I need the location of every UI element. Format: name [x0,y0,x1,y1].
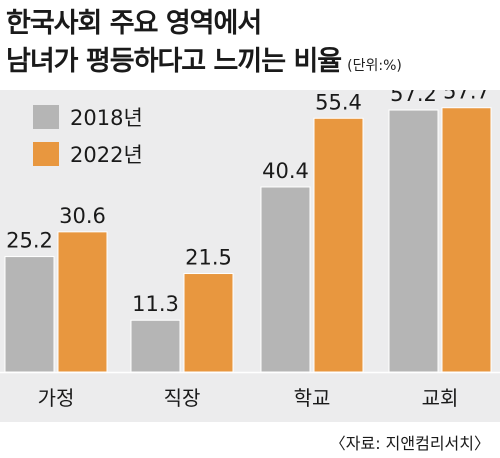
value-label-2022-2: 55.4 [315,90,362,114]
legend-swatch-2022 [33,142,59,166]
bar-2022-0 [57,231,108,373]
source-note: 〈자료: 지앤컴리서치〉 [329,434,490,453]
chart-title-line-2-text: 남녀가 평등하다고 느끼는 비율 [6,46,342,77]
bar-2018-1 [130,319,181,373]
legend-label-2018: 2018년 [70,106,143,130]
legend-label-2022: 2022년 [70,143,143,167]
bar-2018-0 [4,256,55,373]
chart-title-line-1: 한국사회 주요 영역에서 [6,8,262,39]
value-label-2018-2: 40.4 [262,159,309,183]
unit-label: (단위:%) [347,58,402,74]
bar-2018-3 [388,109,439,373]
value-label-2018-0: 25.2 [6,229,53,253]
category-label-2: 학교 [294,386,331,410]
value-label-2018-1: 11.3 [132,292,179,316]
category-label-1: 직장 [164,386,201,410]
bar-2022-3 [441,107,492,373]
bar-chart: 25.230.6 가정 11.321.5 직장 40.4 55.4 학교 57.2 57.7 교회… [0,90,500,410]
bar-2022-2 [313,117,364,373]
bar-2022-1 [183,273,234,373]
bar-2018-2 [260,186,311,373]
value-label-2022-0: 30.6 [59,204,106,228]
value-label-2022-3: 57.7 [443,90,490,104]
chart-title-line-2: 남녀가 평등하다고 느끼는 비율 (단위:%) [6,48,402,75]
legend-swatch-2018 [33,105,59,129]
value-label-2018-3: 57.2 [390,90,437,106]
category-label-3: 교회 [422,386,459,410]
category-label-0: 가정 [38,386,75,410]
chart-panel: 25.2 30.6 가정 11.3 21.5 직장 40.4 55.4 학교 57.2 57.7 교회… [0,90,500,422]
value-label-2022-1: 21.5 [185,246,232,270]
